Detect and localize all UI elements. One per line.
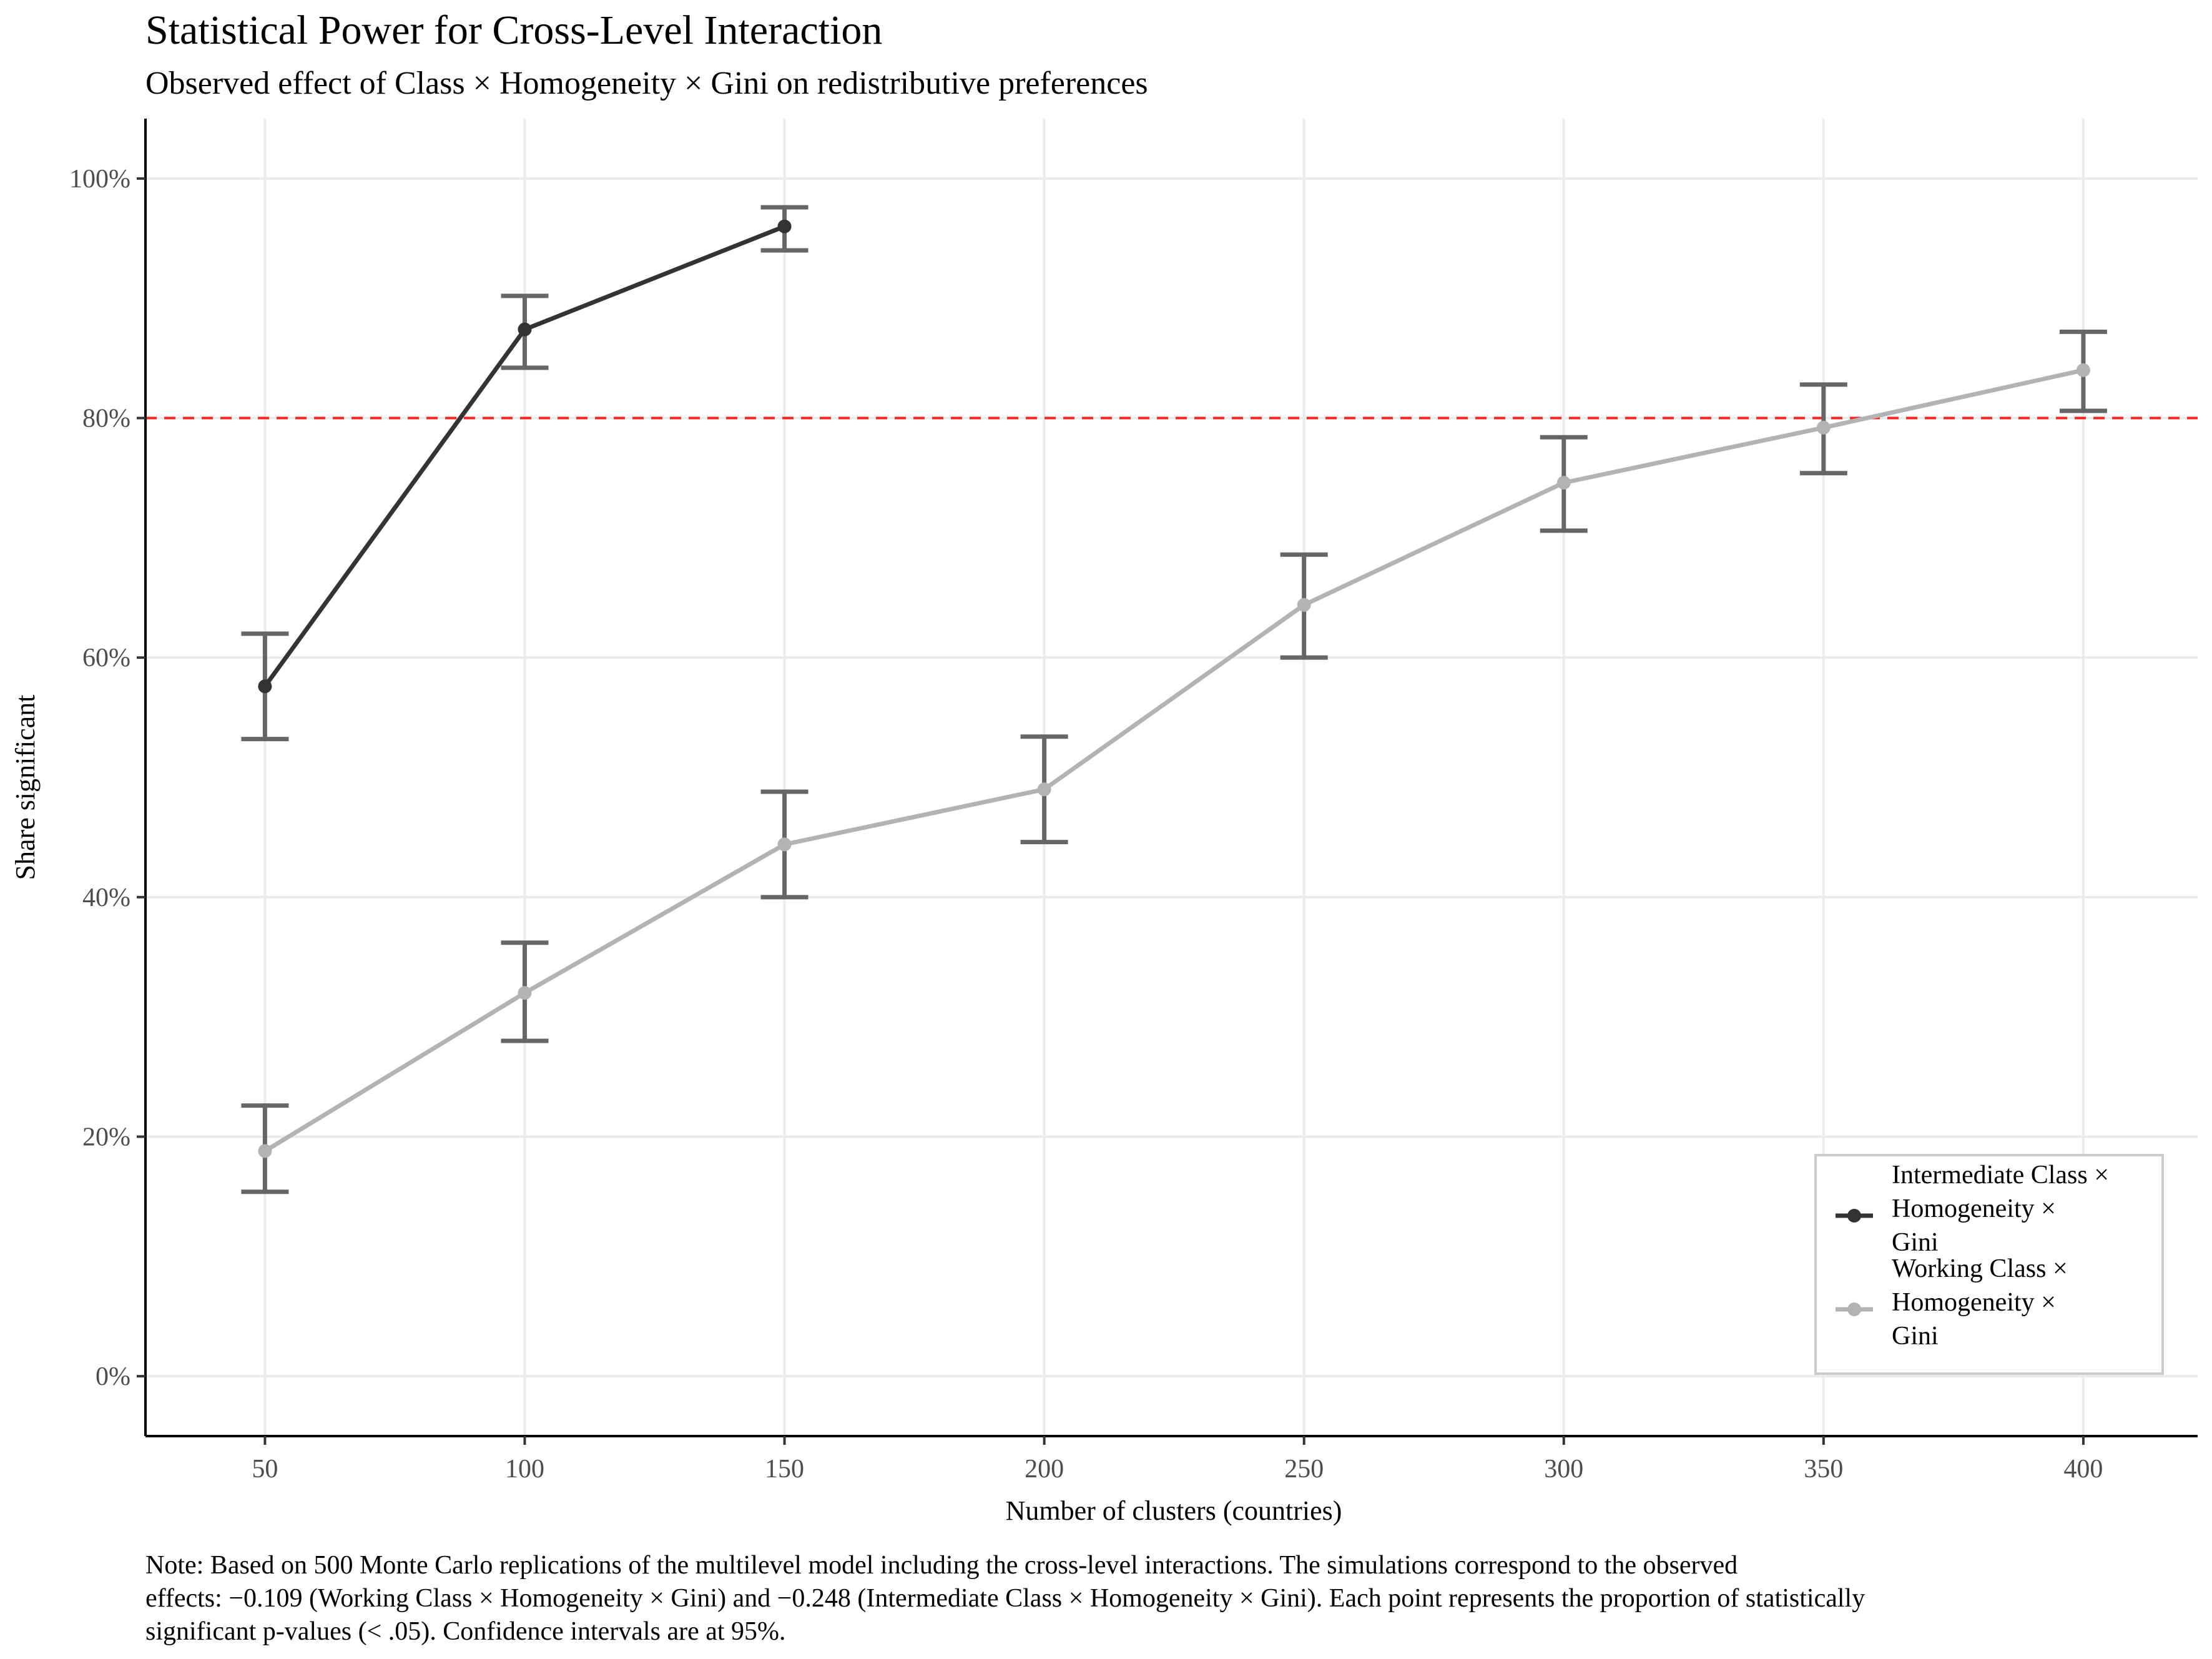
tick-labels: 50 100 150 200 250 300 350 400 0% 20% 40% 60% 80% 100… bbox=[69, 165, 2103, 1484]
note-line-0: Note: Based on 500 Monte Carlo replicati… bbox=[145, 1551, 1738, 1580]
chart-title: Statistical Power for Cross-Level Intera… bbox=[145, 7, 882, 53]
series-1 bbox=[241, 329, 2107, 1194]
data-point-1-50 bbox=[258, 1144, 272, 1158]
series-line-1 bbox=[263, 368, 2084, 1153]
x-tick-label-200: 200 bbox=[1025, 1455, 1064, 1484]
legend-label-0-line-0: Intermediate Class × bbox=[1892, 1161, 2109, 1189]
data-point-1-200 bbox=[1037, 782, 1051, 797]
x-tick-label-300: 300 bbox=[1544, 1455, 1583, 1484]
caption-note: Note: Based on 500 Monte Carlo replicati… bbox=[145, 1551, 1865, 1646]
y-tick-label-4: 80% bbox=[82, 405, 130, 433]
y-tick-label-1: 20% bbox=[82, 1123, 130, 1151]
chart-subtitle: Observed effect of Class × Homogeneity ×… bbox=[145, 66, 1148, 101]
x-tick-label-250: 250 bbox=[1284, 1455, 1324, 1484]
y-tick-label-5: 100% bbox=[69, 165, 130, 194]
legend-key-point-1 bbox=[1847, 1302, 1861, 1316]
x-tick-label-100: 100 bbox=[505, 1455, 544, 1484]
data-point-0-50 bbox=[258, 679, 272, 694]
data-point-1-250 bbox=[1297, 598, 1311, 612]
x-tick-label-400: 400 bbox=[2063, 1455, 2103, 1484]
x-axis-label: Number of clusters (countries) bbox=[1006, 1495, 1342, 1526]
x-tick-label-50: 50 bbox=[252, 1455, 278, 1484]
data-point-1-300 bbox=[1556, 476, 1571, 490]
x-tick-label-350: 350 bbox=[1804, 1455, 1843, 1484]
legend: Intermediate Class ×Homogeneity ×GiniWor… bbox=[1814, 1154, 2164, 1375]
legend-box bbox=[1814, 1154, 2164, 1375]
legend-key-point-0 bbox=[1847, 1209, 1861, 1223]
data-point-0-100 bbox=[518, 322, 532, 337]
series-layer bbox=[241, 205, 2107, 1194]
data-point-1-350 bbox=[1816, 420, 1831, 435]
legend-label-1-line-2: Gini bbox=[1892, 1322, 1939, 1351]
note-line-2: significant p-values (< .05). Confidence… bbox=[145, 1617, 786, 1646]
axes bbox=[137, 119, 2198, 1445]
data-point-1-400 bbox=[2076, 363, 2090, 377]
y-tick-label-3: 60% bbox=[82, 644, 130, 672]
series-0 bbox=[241, 205, 809, 742]
data-point-1-150 bbox=[777, 837, 792, 852]
note-line-1: effects: −0.109 (Working Class × Homogen… bbox=[145, 1584, 1865, 1613]
y-tick-label-0: 0% bbox=[96, 1362, 130, 1391]
y-axis-label: Share significant bbox=[10, 695, 41, 880]
data-point-1-100 bbox=[518, 986, 532, 1000]
data-point-0-150 bbox=[777, 219, 792, 234]
x-tick-label-150: 150 bbox=[765, 1455, 804, 1484]
legend-label-0-line-2: Gini bbox=[1892, 1228, 1939, 1257]
y-tick-label-2: 40% bbox=[82, 884, 130, 912]
legend-label-1-line-1: Homogeneity × bbox=[1892, 1288, 2056, 1317]
legend-label-1-line-0: Working Class × bbox=[1892, 1254, 2068, 1283]
legend-label-0-line-1: Homogeneity × bbox=[1892, 1194, 2056, 1223]
